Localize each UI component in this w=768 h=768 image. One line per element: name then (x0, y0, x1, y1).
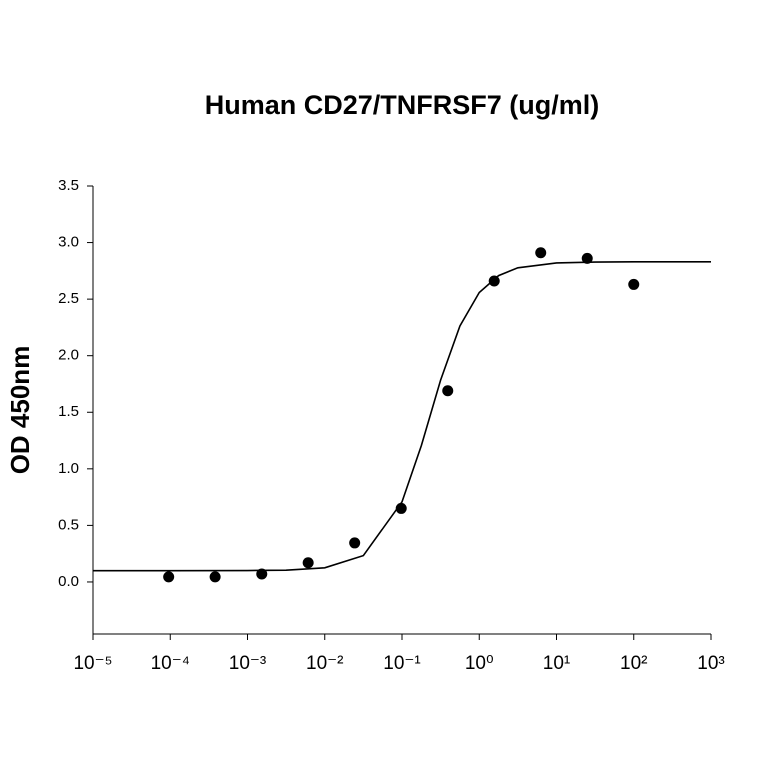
data-point (488, 275, 500, 287)
y-tick-label: 0.5 (58, 516, 79, 533)
x-tick-label: 10⁻³ (229, 653, 267, 674)
data-point (163, 571, 175, 583)
x-tick-label: 10² (620, 653, 647, 674)
data-point (581, 252, 593, 264)
data-point (535, 247, 547, 259)
y-tick-label: 2.5 (58, 290, 79, 307)
data-point (209, 571, 221, 583)
data-point (256, 568, 268, 580)
x-tick-label: 10¹ (543, 653, 570, 674)
y-tick-label: 0.0 (58, 573, 79, 590)
data-point (302, 557, 314, 569)
x-tick-label: 10⁻⁴ (151, 653, 190, 674)
chart-title: Human CD27/TNFRSF7 (ug/ml) (205, 90, 600, 120)
x-tick-label: 10⁰ (465, 653, 494, 674)
y-axis-label: OD 450nm (5, 346, 35, 475)
x-tick-label: 10⁻² (306, 653, 344, 674)
x-tick-label: 10³ (697, 653, 724, 674)
y-tick-label: 2.0 (58, 347, 79, 364)
fit-curve (93, 261, 711, 572)
data-point (349, 537, 361, 549)
x-tick-label: 10⁻¹ (383, 653, 421, 674)
y-tick-label: 3.5 (58, 177, 79, 194)
y-tick-label: 3.0 (58, 234, 79, 251)
data-point (628, 278, 640, 290)
x-tick-label: 10⁻⁵ (73, 653, 112, 674)
y-tick-label: 1.0 (58, 460, 79, 477)
data-point (442, 385, 454, 397)
y-tick-label: 1.5 (58, 403, 79, 420)
